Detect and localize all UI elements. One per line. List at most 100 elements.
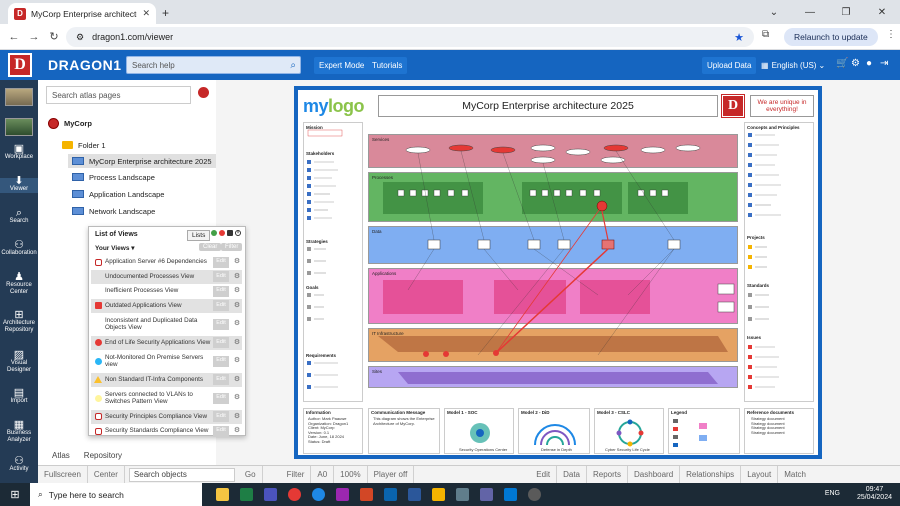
red-dot-icon[interactable] xyxy=(219,230,225,236)
minimize-panel-icon[interactable] xyxy=(227,230,233,236)
view-settings-icon[interactable]: ⚙ xyxy=(233,272,241,280)
url-field[interactable]: ⚙ dragon1.com/viewer ★ xyxy=(66,27,754,47)
layout-button[interactable]: Layout xyxy=(741,465,779,484)
reports-button[interactable]: Reports xyxy=(587,465,629,484)
tab-atlas[interactable]: Atlas xyxy=(52,450,70,460)
vpn-icon[interactable] xyxy=(330,483,354,506)
edit-view-button[interactable]: Edit xyxy=(213,300,229,311)
view-settings-icon[interactable]: ⚙ xyxy=(233,338,241,346)
clear-button[interactable]: Clear xyxy=(199,243,222,251)
taskbar-search-input[interactable]: ⌕ Type here to search xyxy=(30,483,202,506)
close-tab-icon[interactable]: ✕ xyxy=(142,8,150,18)
search-objects-input[interactable]: Search objects xyxy=(128,467,235,482)
center-button[interactable]: Center xyxy=(88,465,125,484)
maximize-icon[interactable]: ❐ xyxy=(841,6,851,18)
view-row[interactable]: Non Standard IT-Infra Components Edit ⚙ xyxy=(91,372,242,387)
upload-data-button[interactable]: Upload Data xyxy=(702,57,757,74)
lists-button[interactable]: Lists xyxy=(187,230,211,241)
rail-item-workplace[interactable]: ▣ Workplace xyxy=(0,144,38,161)
edit-view-button[interactable]: Edit xyxy=(213,392,229,404)
new-tab-icon[interactable]: + xyxy=(162,6,170,20)
forward-icon[interactable]: → xyxy=(28,30,40,43)
language-select[interactable]: ▦ English (US) ⌄ xyxy=(756,57,830,74)
layer-applications[interactable]: Applications xyxy=(368,268,738,324)
relationships-button[interactable]: Relationships xyxy=(680,465,742,484)
data-button[interactable]: Data xyxy=(557,465,587,484)
menu-dots-icon[interactable]: ⋮ xyxy=(886,29,896,40)
go-button[interactable]: Go xyxy=(239,465,263,484)
minimize-icon[interactable]: — xyxy=(805,6,815,18)
view-settings-icon[interactable]: ⚙ xyxy=(233,394,241,402)
tree-page-application-landscape[interactable]: Application Landscape xyxy=(72,187,164,201)
media-player-icon[interactable] xyxy=(522,483,546,506)
search-icon[interactable]: ⌕ xyxy=(290,60,296,71)
zoom-level-button[interactable]: 100% xyxy=(334,465,368,484)
site-info-icon[interactable]: ⚙ xyxy=(76,31,85,42)
thumbnail-image-2[interactable] xyxy=(5,118,33,136)
view-settings-icon[interactable]: ⚙ xyxy=(233,357,241,365)
chevron-down-icon[interactable]: ⌄ xyxy=(769,6,779,18)
green-dot-icon[interactable] xyxy=(211,230,217,236)
tree-page-network-landscape[interactable]: Network Landscape xyxy=(72,204,155,218)
rail-item-visual-designer[interactable]: ▨ Visual Designer xyxy=(0,350,38,374)
architecture-board[interactable]: mylogo MyCorp Enterprise architecture 20… xyxy=(294,86,822,459)
clock[interactable]: 09:47 25/04/2024 xyxy=(856,486,892,501)
your-views-dropdown[interactable]: Your Views ▾ xyxy=(95,245,135,252)
extensions-icon[interactable]: ⧉ xyxy=(762,29,770,40)
logout-icon[interactable]: ⇥ xyxy=(880,58,889,69)
view-settings-icon[interactable]: ⚙ xyxy=(233,287,241,295)
calculator-icon[interactable] xyxy=(450,483,474,506)
settings-icon[interactable]: ⚙ xyxy=(851,58,860,69)
chrome-icon[interactable] xyxy=(282,483,306,506)
tree-page-process-landscape[interactable]: Process Landscape xyxy=(72,170,155,184)
user-icon[interactable]: ● xyxy=(866,58,873,69)
view-row[interactable]: Undocumented Processes View Edit ⚙ xyxy=(91,269,242,284)
edit-view-button[interactable]: Edit xyxy=(213,256,229,268)
view-settings-icon[interactable]: ⚙ xyxy=(233,258,241,266)
thumbnail-image[interactable] xyxy=(5,88,33,106)
tree-folder-1[interactable]: Folder 1 xyxy=(62,138,106,152)
language-indicator[interactable]: ENG xyxy=(824,490,840,497)
rail-item-business-analyzer[interactable]: ▦ Business Analyzer xyxy=(0,420,38,444)
filter-toolbar-button[interactable]: Filter xyxy=(281,465,312,484)
excel-icon[interactable] xyxy=(234,483,258,506)
fullscreen-button[interactable]: Fullscreen xyxy=(38,465,88,484)
view-row[interactable]: Inefficient Processes View Edit ⚙ xyxy=(91,284,242,298)
dragon1-logo[interactable]: D xyxy=(8,53,32,77)
list-of-views-panel[interactable]: List of Views Lists × Your Views ▾ Clear… xyxy=(88,226,246,437)
view-row[interactable]: Application Server #6 Dependencies Edit ⚙ xyxy=(91,255,242,269)
paper-size-button[interactable]: A0 xyxy=(311,465,335,484)
rail-item-resource-center[interactable]: ♟ Resource Center xyxy=(0,272,38,296)
match-button[interactable]: Match xyxy=(784,470,807,479)
edit-view-button[interactable]: Edit xyxy=(213,374,229,385)
edit-view-button[interactable]: Edit xyxy=(213,285,229,297)
player-toggle-button[interactable]: Player off xyxy=(368,465,415,484)
view-settings-icon[interactable]: ⚙ xyxy=(233,375,241,383)
edit-view-button[interactable]: Edit xyxy=(213,337,229,348)
bookmark-star-icon[interactable]: ★ xyxy=(734,31,744,44)
view-settings-icon[interactable]: ⚙ xyxy=(233,412,241,420)
view-row[interactable]: End of Life Security Applications View Ed… xyxy=(91,335,242,350)
tree-page-enterprise-architecture[interactable]: MyCorp Enterprise architecture 2025 xyxy=(68,154,216,168)
powerpoint-icon[interactable] xyxy=(354,483,378,506)
edit-view-button[interactable]: Edit xyxy=(213,318,229,330)
expert-mode-button[interactable]: Expert Mode xyxy=(314,57,370,74)
cart-icon[interactable]: 🛒 xyxy=(836,58,849,69)
view-row[interactable]: Security Principles Compliance View Edit ⚙ xyxy=(91,409,242,424)
reload-icon[interactable]: ↻ xyxy=(49,31,59,43)
rail-item-import[interactable]: ▤ Import xyxy=(0,388,38,405)
teams-chat-icon[interactable] xyxy=(474,483,498,506)
photos-icon[interactable] xyxy=(498,483,522,506)
browser-tab[interactable]: D MyCorp Enterprise architectu ✕ xyxy=(8,3,156,24)
atlas-search-input[interactable]: Search atlas pages xyxy=(46,86,191,104)
view-row[interactable]: Outdated Applications View Edit ⚙ xyxy=(91,298,242,313)
word-icon[interactable] xyxy=(402,483,426,506)
edit-view-button[interactable]: Edit xyxy=(213,271,229,282)
dashboard-button[interactable]: Dashboard xyxy=(628,465,681,484)
filter-button[interactable]: Filter xyxy=(221,243,243,251)
help-search-input[interactable]: Search help ⌕ xyxy=(126,56,301,74)
edge-icon[interactable] xyxy=(306,483,330,506)
close-window-icon[interactable]: ✕ xyxy=(877,6,887,18)
windows-start-icon[interactable]: ⊞ xyxy=(10,489,20,501)
edit-button[interactable]: Edit xyxy=(530,465,558,484)
